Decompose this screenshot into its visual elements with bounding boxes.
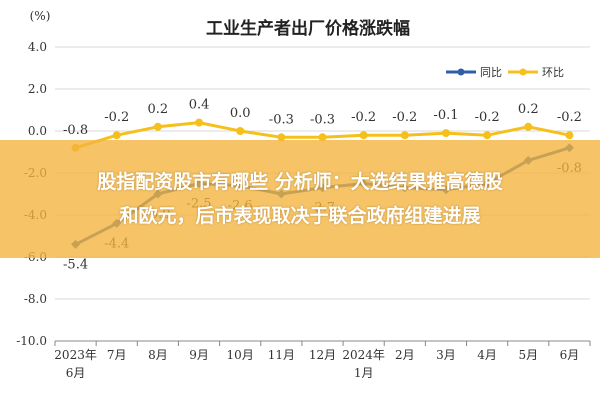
x-tick-label: 12月 (309, 348, 336, 362)
data-point-series-2 (400, 131, 409, 140)
legend: 同比 环比 (446, 66, 564, 79)
y-tick-label: 4.0 (28, 40, 47, 54)
data-label-series-2: 0.0 (230, 106, 251, 121)
x-tick-label: 6月 (560, 348, 580, 362)
data-point-series-2 (236, 127, 245, 135)
x-tick-label: 9月 (189, 348, 209, 362)
x-tick-label: 2023年 (54, 348, 97, 362)
x-tick-label: 7月 (107, 348, 127, 362)
x-tick-label: 4月 (477, 348, 497, 362)
x-tick-label: 6月 (66, 366, 86, 380)
x-tick-label: 5月 (518, 348, 538, 362)
data-point-series-2 (524, 122, 533, 131)
headline-line-1: 股指配资股市有哪些 分析师：大选结果推高德股 (97, 171, 503, 193)
data-label-series-2: -0.2 (392, 110, 417, 125)
data-label-series-2: -0.8 (63, 123, 88, 138)
y-tick-label: 2.0 (28, 82, 47, 96)
headline-overlay-banner: 股指配资股市有哪些 分析师：大选结果推高德股 和欧元，后市表现取决于联合政府组建… (0, 140, 600, 258)
y-tick-label: -8.0 (24, 292, 47, 306)
data-label-series-2: -0.1 (433, 108, 458, 123)
y-tick-label: -10.0 (16, 334, 47, 348)
data-label-series-2: 0.2 (518, 102, 539, 117)
x-tick-label: 8月 (148, 348, 168, 362)
x-tick-label: 3月 (436, 348, 456, 362)
x-tick-label: 1月 (354, 366, 374, 380)
data-point-series-2 (359, 131, 368, 140)
data-point-series-2 (277, 133, 286, 142)
data-label-series-2: -0.2 (104, 110, 129, 125)
x-tick-label: 11月 (268, 348, 295, 362)
y-unit-label: (%) (30, 9, 51, 23)
data-label-series-2: -0.3 (269, 112, 294, 127)
data-point-series-2 (441, 129, 450, 138)
y-tick-label: 0.0 (28, 124, 47, 138)
data-point-series-2 (483, 131, 492, 140)
data-label-series-2: -0.2 (475, 110, 500, 125)
x-tick-label: 2024年 (342, 348, 385, 362)
data-label-series-2: -0.3 (310, 112, 335, 127)
data-point-series-2 (565, 131, 574, 140)
data-point-series-2 (195, 118, 204, 127)
data-point-series-2 (112, 131, 121, 140)
data-point-series-2 (153, 122, 162, 131)
data-label-series-2: 0.2 (148, 102, 169, 117)
data-label-series-2: 0.4 (189, 98, 210, 113)
data-label-series-1: -5.4 (63, 257, 88, 272)
legend-label-series-2: 环比 (542, 66, 564, 79)
legend-marker-series-1 (457, 68, 465, 76)
data-label-series-2: -0.2 (557, 110, 582, 125)
x-tick-label: 2月 (395, 348, 415, 362)
chart-title: 工业生产者出厂价格涨跌幅 (206, 18, 410, 39)
data-point-series-2 (318, 133, 327, 142)
data-label-series-2: -0.2 (351, 110, 376, 125)
legend-label-series-1: 同比 (480, 66, 502, 79)
legend-marker-series-2 (519, 68, 527, 76)
headline-line-2: 和欧元，后市表现取决于联合政府组建进展 (119, 205, 481, 227)
x-tick-label: 10月 (227, 348, 254, 362)
